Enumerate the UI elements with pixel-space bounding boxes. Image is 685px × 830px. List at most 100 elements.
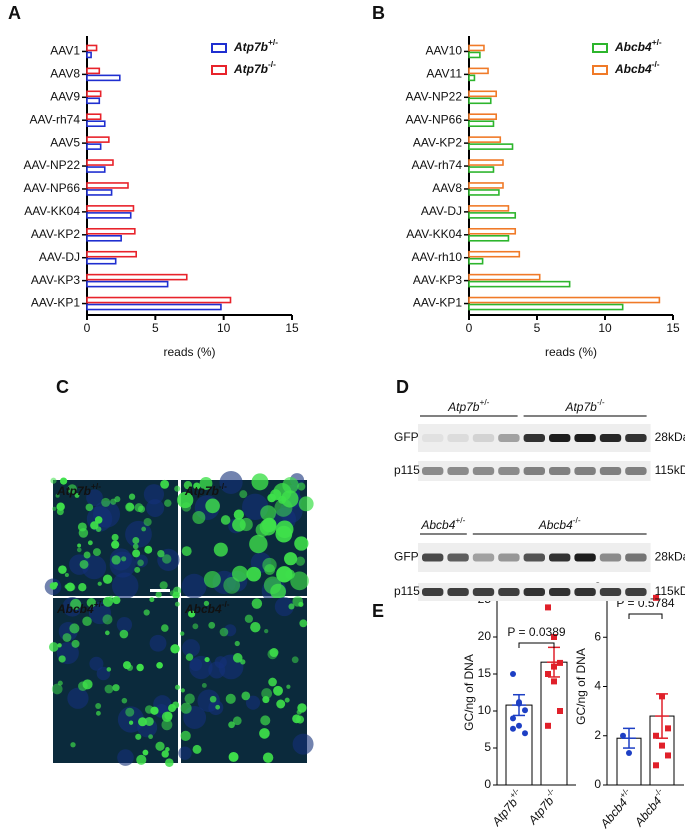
genotype: -/-: [652, 59, 660, 69]
gfp-cell: [233, 509, 244, 520]
gfp-cell: [232, 716, 242, 726]
y-tick-label: AAV-KP1: [31, 296, 80, 310]
gfp-cell: [157, 549, 165, 558]
bar: [86, 44, 98, 52]
gfp-cell: [141, 526, 147, 532]
gene-name: Atp7b: [564, 400, 597, 414]
gfp-cell: [82, 679, 93, 690]
bar: [468, 67, 489, 75]
y-tick-label: 6: [594, 629, 601, 643]
band: [422, 553, 444, 562]
band: [625, 553, 647, 562]
nucleus-stain: [82, 555, 107, 580]
y-tick-label: AAV-KK04: [406, 227, 462, 241]
gfp-cell: [298, 601, 304, 607]
y-tick-label: 20: [478, 629, 492, 643]
panel-label: C: [56, 377, 69, 397]
band: [447, 434, 469, 442]
genotype: +/-: [91, 481, 101, 491]
data-point: [522, 730, 528, 737]
gfp-cell: [164, 499, 172, 507]
row-label: GFP: [394, 430, 419, 444]
gfp-cell: [85, 503, 94, 512]
legend-swatch: [211, 65, 227, 75]
y-tick-label: 0: [484, 777, 491, 791]
x-tick-label: 0: [84, 321, 91, 335]
bar: [505, 704, 533, 786]
gfp-cell: [180, 730, 191, 742]
gfp-cell: [77, 543, 82, 548]
band: [498, 467, 520, 475]
data-point: [653, 762, 659, 769]
gfp-cell: [231, 565, 248, 582]
gfp-cell: [97, 581, 102, 586]
data-point: [510, 671, 516, 677]
gfp-cell: [86, 598, 97, 608]
nucleus-stain: [149, 634, 167, 652]
gfp-cell: [126, 502, 135, 511]
size-label: 115kDa: [655, 584, 685, 598]
gfp-cell: [241, 691, 251, 701]
nucleus-stain: [219, 470, 243, 495]
nucleus-stain: [274, 597, 294, 617]
data-point: [545, 671, 551, 677]
micrograph-label: Abcb4+/-: [56, 599, 104, 616]
gfp-cell: [223, 576, 241, 594]
gene-name: Abcb4: [614, 62, 652, 76]
genotype: +/-: [652, 37, 662, 47]
bar: [86, 257, 117, 265]
x-tick-label: 0: [466, 321, 473, 335]
size-label: 28kDa: [655, 430, 685, 444]
micrograph-label: Abcb4-/-: [184, 599, 230, 616]
gfp-cell: [270, 583, 286, 600]
band: [599, 467, 622, 475]
gfp-cell: [299, 619, 308, 628]
band: [447, 553, 469, 562]
gfp-cell: [193, 482, 201, 490]
x-tick-label: Abcb4+/-: [595, 786, 637, 830]
gfp-cell: [249, 534, 268, 554]
gfp-cell: [244, 614, 254, 623]
gfp-cell: [215, 704, 221, 710]
gfp-cell: [121, 556, 127, 562]
gfp-cell: [161, 750, 169, 758]
gfp-cell: [295, 556, 306, 566]
gene-name: Abcb4: [56, 602, 94, 616]
genotype: -/-: [597, 397, 605, 407]
gfp-cell: [285, 569, 295, 580]
group-label: Abcb4-/-: [538, 515, 581, 532]
gfp-cell: [51, 683, 63, 695]
gfp-cell: [70, 598, 82, 610]
gfp-cell: [53, 582, 58, 587]
gfp-cell: [251, 598, 263, 609]
band: [574, 467, 596, 475]
gfp-cell: [132, 549, 141, 558]
genotype: +/-: [455, 515, 465, 525]
band: [472, 588, 495, 596]
gfp-cell: [92, 548, 101, 557]
gfp-cell: [192, 744, 202, 754]
nucleus-stain: [197, 689, 220, 713]
y-tick-label: AAV5: [50, 135, 80, 149]
data-point: [557, 659, 563, 666]
gfp-cell: [132, 537, 140, 545]
significance-bracket: [628, 613, 663, 619]
gfp-cell: [268, 677, 277, 687]
nucleus-stain: [86, 489, 103, 507]
band: [574, 553, 596, 562]
gfp-cell: [291, 656, 299, 664]
x-tick-label: 15: [285, 321, 299, 335]
gfp-cell: [121, 697, 128, 704]
data-point: [516, 700, 522, 707]
bar: [468, 166, 495, 173]
legend-swatch: [211, 43, 227, 53]
y-tick-label: AAV-DJ: [39, 250, 80, 264]
gfp-cell: [174, 684, 181, 690]
genotype: -/-: [268, 59, 276, 69]
bar: [468, 182, 504, 189]
bar: [468, 280, 571, 288]
gfp-cell: [180, 688, 185, 693]
gfp-cell: [174, 601, 180, 607]
x-tick-label: 10: [217, 321, 231, 335]
